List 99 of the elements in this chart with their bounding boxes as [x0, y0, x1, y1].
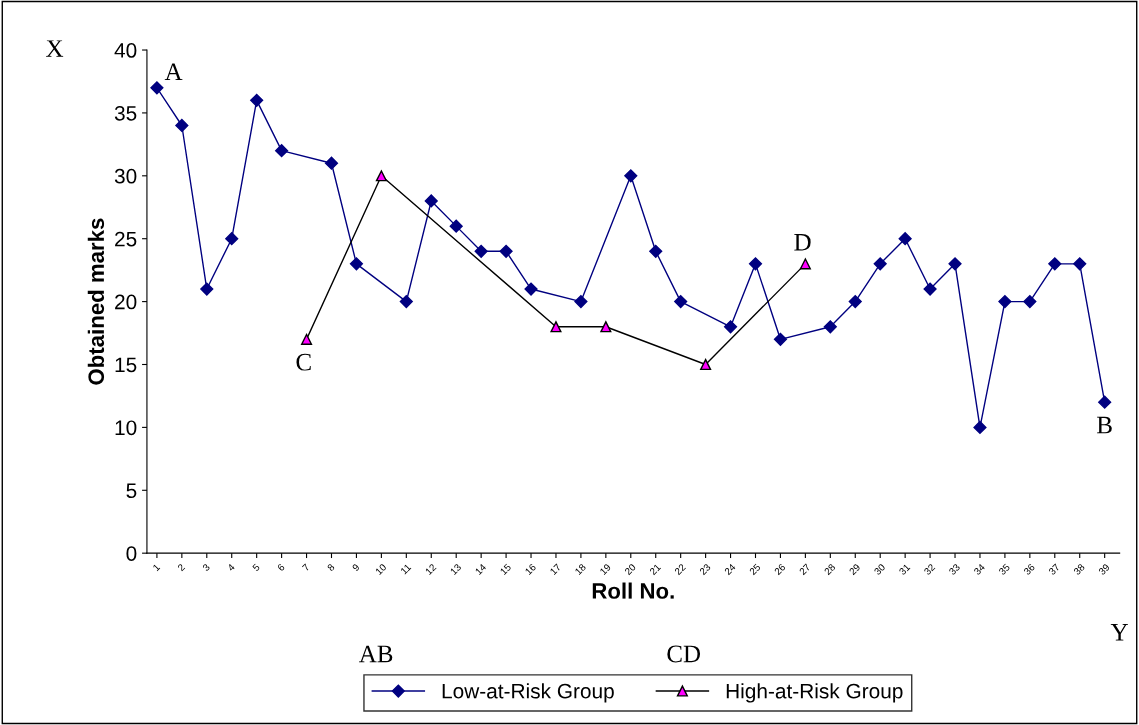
x-tick-label: 23: [699, 563, 711, 576]
x-tick-label: 26: [773, 563, 786, 576]
point: [1073, 257, 1087, 271]
x-tick-label: 8: [326, 563, 335, 572]
x-tick-label: 15: [499, 563, 512, 576]
legend-label: Low-at-Risk Group: [442, 683, 614, 703]
point: [200, 282, 214, 296]
point: [524, 282, 538, 296]
x-tick-label: 6: [277, 563, 286, 572]
point: [898, 232, 912, 246]
point: [300, 333, 313, 345]
x-tick-label: 27: [798, 563, 811, 576]
x-tick-label: 12: [424, 563, 437, 575]
point: [474, 244, 488, 258]
x-tick-label: 39: [1098, 563, 1111, 576]
point: [799, 258, 811, 270]
x-tick-label: 31: [898, 563, 911, 576]
x-tick-label: 32: [923, 563, 936, 576]
y-tick-label: 35: [114, 105, 137, 121]
x-tick-label: 22: [674, 563, 686, 576]
x-tick-label: 30: [873, 563, 886, 576]
point: [624, 169, 638, 183]
x-tick-label: 9: [351, 563, 360, 572]
point: [873, 257, 887, 271]
point: [1023, 295, 1037, 309]
x-tick-label: 24: [724, 563, 736, 576]
y-tick-label: 40: [114, 43, 137, 58]
x-tick-label: 35: [998, 563, 1011, 576]
point: [175, 118, 189, 133]
text: X: [46, 40, 64, 57]
point: [600, 321, 612, 333]
y-tick-label: 25: [115, 231, 137, 247]
x-axis-title: Roll No.: [592, 582, 674, 599]
x-tick-label: 3: [202, 563, 211, 572]
point: [923, 282, 937, 296]
point: [700, 358, 712, 371]
y-tick-label: 20: [115, 294, 137, 310]
x-tick-label: 28: [823, 563, 836, 576]
annotation: A: [164, 63, 183, 80]
point: [1098, 395, 1112, 409]
x-tick-label: 34: [973, 563, 986, 576]
x-tick-label: 33: [948, 563, 961, 576]
point: [225, 232, 239, 246]
point: [375, 170, 387, 182]
x-tick-label: 1: [152, 563, 161, 572]
x-tick-label: 10: [375, 563, 387, 576]
x-tick-label: 20: [624, 563, 637, 576]
legend-label: High-at-Risk Group: [726, 683, 903, 703]
x-tick-label: 29: [848, 563, 861, 576]
x-tick-label: 18: [574, 563, 587, 576]
x-tick-label: 16: [524, 563, 537, 576]
point: [649, 244, 663, 258]
x-tick-label: 38: [1073, 563, 1086, 576]
x-tick-label: 37: [1048, 563, 1061, 576]
point: [550, 321, 562, 333]
point: [1048, 257, 1062, 271]
x-tick-label: 5: [252, 563, 261, 572]
y-tick-label: 30: [114, 168, 137, 184]
annotation: B: [1097, 416, 1112, 434]
text: AB: [359, 645, 393, 663]
point: [449, 219, 463, 233]
point: [324, 156, 339, 170]
point: [250, 93, 264, 107]
point: [823, 320, 837, 334]
text: Y: [1110, 624, 1128, 641]
y-tick-label: 0: [126, 546, 137, 561]
point: [674, 295, 688, 309]
point: [998, 295, 1012, 309]
point: [150, 81, 164, 95]
annotation: D: [794, 234, 811, 251]
point: [848, 295, 862, 309]
point: [723, 320, 738, 334]
x-tick-label: 7: [302, 563, 310, 572]
x-tick-label: 36: [1023, 563, 1036, 576]
x-tick-label: 19: [599, 563, 612, 576]
point: [499, 244, 513, 258]
point: [574, 295, 588, 309]
point: [748, 257, 763, 271]
x-tick-label: 17: [549, 563, 562, 575]
point: [424, 194, 438, 208]
y-tick-label: 15: [115, 357, 137, 373]
x-tick-label: 13: [449, 563, 462, 576]
point: [773, 332, 788, 346]
annotation: C: [296, 353, 311, 371]
text: CD: [667, 645, 701, 663]
point: [275, 144, 289, 158]
point: [948, 257, 962, 271]
x-tick-label: 4: [227, 563, 236, 572]
x-tick-label: 14: [474, 563, 487, 575]
y-axis-title: Obtained marks: [87, 218, 105, 385]
x-tick-label: 11: [400, 563, 412, 575]
x-tick-label: 21: [649, 563, 661, 576]
point: [399, 295, 413, 309]
y-tick-label: 5: [126, 483, 137, 499]
point: [349, 257, 364, 271]
x-tick-label: 25: [749, 563, 761, 576]
point: [973, 420, 987, 434]
x-tick-label: 2: [177, 563, 186, 572]
y-tick-label: 10: [115, 420, 137, 436]
